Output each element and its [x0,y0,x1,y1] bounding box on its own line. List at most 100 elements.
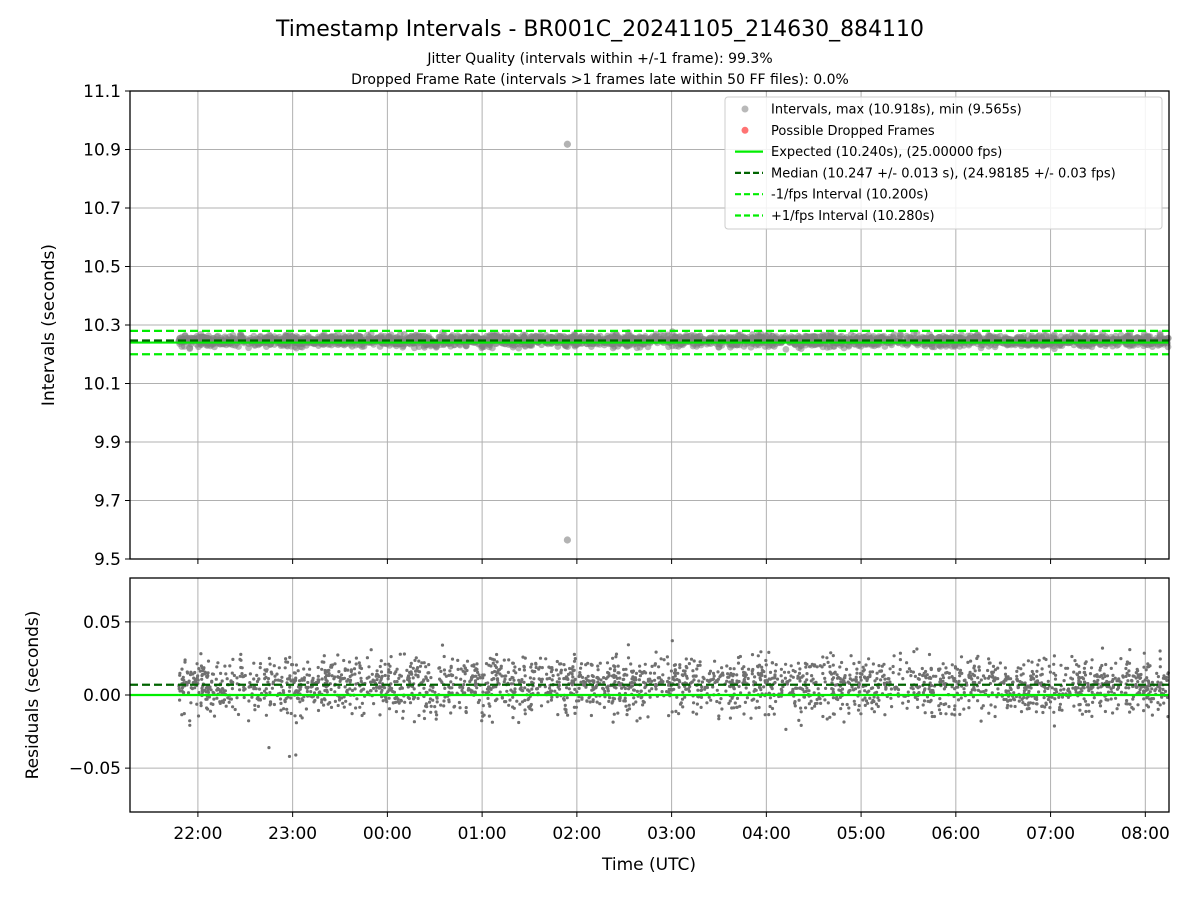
residual-point [407,676,411,681]
residual-point [963,678,967,682]
residual-point [623,696,627,700]
residual-point [271,682,275,686]
residual-point [1052,710,1056,714]
residual-point [698,663,702,667]
residual-point [627,707,632,711]
residual-point [337,685,341,690]
residual-point [464,710,468,715]
residual-point [922,688,927,692]
residual-point [673,674,677,678]
interval-point [836,333,844,341]
residual-point [612,697,617,701]
residual-point [975,656,979,661]
residual-point [544,657,548,661]
residual-point [263,689,267,693]
residual-point [616,711,620,715]
residual-point [1162,674,1166,678]
residual-point [398,673,402,677]
residual-point [1111,711,1115,715]
residual-point [923,674,928,678]
residual-point [1016,686,1020,690]
residual-point [184,680,188,685]
residual-point [857,690,861,694]
residual-point [434,710,438,714]
residual-point [634,671,639,676]
residual-point [370,672,374,676]
residual-point [793,700,797,704]
residual-point [981,690,986,694]
residual-point [979,690,983,694]
residual-point [599,678,603,682]
residual-point [279,701,283,706]
residual-point [691,669,695,673]
residual-point [1071,686,1075,690]
residual-point [850,685,854,689]
residual-point [831,654,835,658]
residual-point [1013,704,1017,709]
residual-point [1077,664,1081,668]
residual-point [548,689,553,694]
residual-point [557,677,561,681]
residual-point [947,671,952,675]
intervals-panel: 9.59.79.910.110.310.510.710.911.1 Interv… [39,82,1172,570]
residual-point [393,700,398,705]
residual-point [656,676,660,680]
residual-point [247,719,251,723]
residual-point [854,678,858,682]
residual-point [987,711,991,715]
residual-point [653,663,657,667]
residual-point [1148,690,1152,694]
residual-point [680,673,684,677]
residual-point [495,677,500,681]
residual-point [779,674,783,678]
residual-point [958,668,963,673]
residual-point [927,687,931,691]
residual-point [316,708,321,713]
residual-point [622,677,626,681]
residual-point [832,671,836,675]
residual-point [852,678,856,682]
residual-point [462,683,466,687]
residual-point [414,673,418,677]
residual-point [302,667,306,671]
residual-point [810,706,814,710]
residual-point [929,667,933,672]
residual-point [1080,712,1084,716]
residual-point [1098,666,1103,670]
residual-point [874,702,879,706]
residual-point [882,662,886,666]
residual-point [268,703,272,707]
residual-point [756,664,760,668]
residual-point [1037,690,1041,694]
residual-point [1082,697,1086,701]
residual-point [956,667,960,671]
residual-point [620,686,624,690]
residual-point [337,695,341,699]
residual-point [522,664,526,668]
residual-point [354,662,358,666]
residual-point [650,687,654,691]
residual-point [480,711,484,715]
residual-point [1092,679,1096,683]
residual-point [202,667,206,671]
residual-point [443,695,447,699]
residual-point [375,669,379,673]
residual-point [528,676,533,680]
residual-point [892,654,896,658]
residual-point [1034,702,1039,706]
residual-point [1109,687,1113,691]
residual-point [239,658,243,662]
residual-point [691,710,695,714]
residual-point [642,680,646,685]
residual-point [750,672,754,676]
residual-point [1146,679,1151,684]
interval-point [644,343,652,351]
residual-point [1146,705,1151,709]
residual-point [632,688,636,692]
intervals-y-axis-label: Intervals (seconds) [39,244,59,406]
residual-point [993,668,998,672]
legend-label: Possible Dropped Frames [771,124,935,139]
interval-point [906,333,913,341]
residual-point [711,685,715,689]
residual-point [590,663,594,667]
